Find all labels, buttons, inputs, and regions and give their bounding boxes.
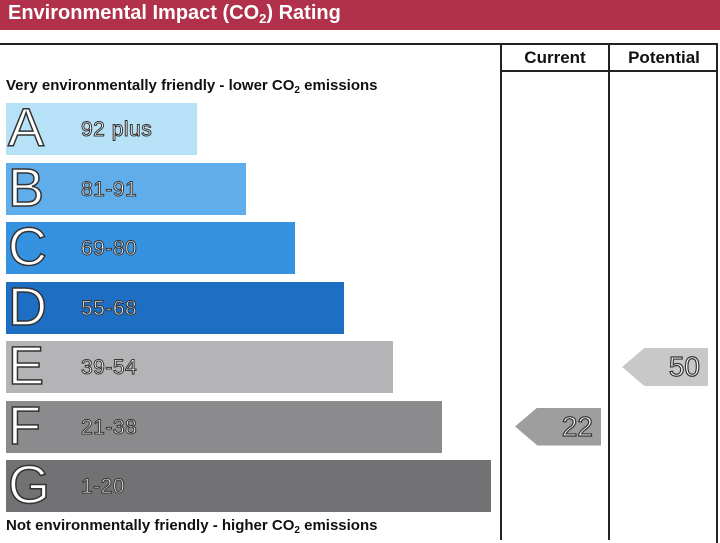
current-rating-value: 22 [561, 410, 593, 442]
column-divider-right [608, 43, 610, 540]
column-divider-left [500, 43, 502, 540]
title-text-end: ) Rating [266, 2, 341, 24]
band-d: D 55-68 [6, 276, 344, 337]
band-range: 1-20 [80, 475, 126, 499]
column-header-divider [502, 70, 718, 72]
band-range: 81-91 [80, 177, 138, 201]
top-caption-text: Very environmentally friendly - lower CO [6, 77, 295, 94]
top-caption: Very environmentally friendly - lower CO… [6, 77, 378, 96]
potential-rating-value: 50 [668, 350, 700, 382]
title-subscript: 2 [259, 11, 267, 26]
band-c: C 69-80 [6, 216, 295, 278]
band-letter: E [7, 335, 45, 397]
band-letter: B [7, 157, 45, 219]
top-caption-subscript: 2 [294, 85, 300, 96]
band-range: 92 plus [80, 118, 153, 142]
band-range: 69-80 [80, 237, 138, 261]
potential-column-header: Potential [628, 48, 700, 67]
bottom-caption-text-end: emissions [299, 517, 378, 534]
header-bar: Environmental Impact (CO2) Rating [0, 0, 720, 30]
band-letter: C [7, 216, 48, 278]
band-e: E 39-54 [6, 335, 393, 397]
band-b: B 81-91 [6, 157, 246, 218]
current-column-header: Current [524, 48, 586, 67]
band-letter: A [7, 97, 45, 159]
band-letter: D [7, 276, 48, 338]
title-text: Environmental Impact (CO [8, 2, 260, 24]
band-range: 21-38 [80, 415, 138, 439]
band-f: F 21-38 [6, 395, 442, 456]
band-letter: G [7, 454, 51, 516]
bottom-caption: Not environmentally friendly - higher CO… [6, 517, 377, 536]
top-caption-text-end: emissions [299, 77, 378, 94]
band-letter: F [7, 395, 42, 457]
band-a: A 92 plus [6, 97, 197, 159]
rating-table-frame [0, 43, 718, 543]
bottom-caption-subscript: 2 [294, 525, 300, 536]
band-range: 39-54 [80, 356, 138, 380]
band-range: 55-68 [80, 296, 138, 320]
bottom-caption-text: Not environmentally friendly - higher CO [6, 517, 295, 534]
page-title: Environmental Impact (CO2) Rating [8, 0, 341, 32]
band-g: G 1-20 [6, 454, 491, 516]
